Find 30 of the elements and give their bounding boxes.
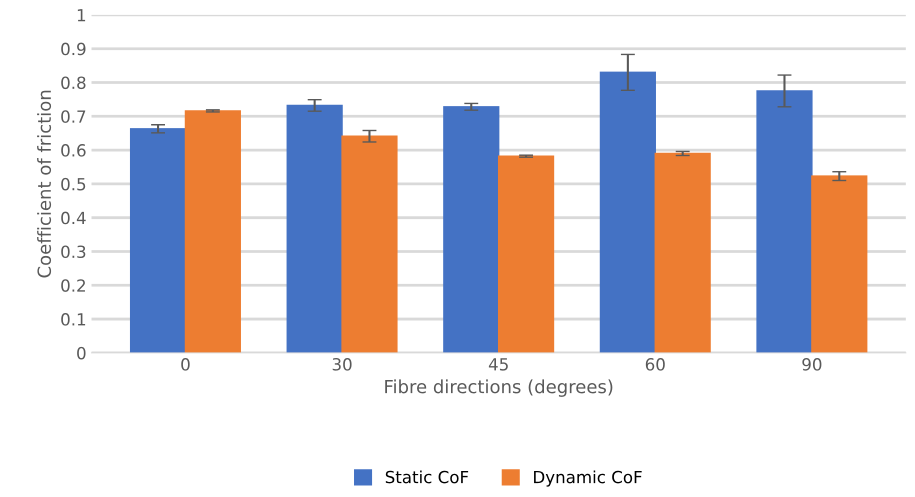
y-tick-label: 0.3	[61, 245, 86, 258]
y-tick-label: 0.1	[61, 313, 86, 326]
x-tick-label: 60	[646, 358, 665, 371]
y-tick-label: 0.5	[61, 178, 86, 190]
bar	[184, 110, 241, 353]
bar	[498, 155, 554, 353]
x-axis-title: Fibre directions (degrees)	[385, 379, 612, 397]
bar	[654, 152, 711, 353]
legend-label: Dynamic CoF	[534, 470, 642, 487]
y-tick-label: 0.6	[61, 144, 86, 157]
y-tick-label: 0.4	[61, 212, 86, 224]
legend-label: Static CoF	[386, 470, 468, 484]
bar	[286, 104, 343, 353]
bar	[443, 106, 500, 353]
x-tick-label: 0	[181, 358, 190, 371]
y-axis-title: Coefficient of friction	[37, 90, 52, 278]
y-tick-label: 1	[78, 9, 86, 22]
x-tick-label: 30	[332, 358, 352, 371]
y-tick-label: 0.9	[61, 42, 86, 56]
x-tick-label: 90	[802, 358, 822, 371]
y-tick-label: 0.2	[61, 279, 85, 292]
bar	[600, 72, 656, 353]
bar	[130, 128, 186, 353]
bar	[756, 90, 813, 353]
bar	[811, 175, 868, 353]
y-tick-label: 0	[77, 346, 86, 360]
bar	[341, 136, 398, 353]
y-tick-label: 0.8	[61, 76, 86, 90]
y-tick-label: 0.7	[61, 110, 86, 123]
x-tick-label: 45	[488, 358, 508, 371]
